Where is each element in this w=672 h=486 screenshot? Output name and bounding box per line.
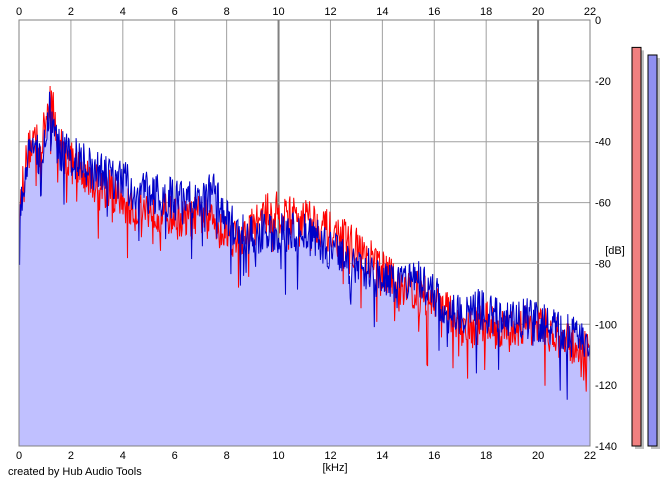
x-tick-label-top: 12 <box>324 6 336 18</box>
level-meters <box>631 46 660 450</box>
x-tick-label-bottom: 2 <box>68 450 74 462</box>
x-axis-label: [kHz] <box>322 462 347 474</box>
plot-border <box>18 19 591 447</box>
x-tick-label-bottom: 14 <box>376 450 388 462</box>
x-tick-label-top: 20 <box>532 6 544 18</box>
x-tick-label-top: 22 <box>584 6 596 18</box>
x-tick-label-top: 6 <box>172 6 178 18</box>
x-tick-label-top: 10 <box>272 6 284 18</box>
x-tick-label-bottom: 18 <box>480 450 492 462</box>
x-tick-label-bottom: 10 <box>272 450 284 462</box>
y-tick-label: -120 <box>595 380 617 392</box>
x-tick-label-top: 18 <box>480 6 492 18</box>
x-tick-label-bottom: 4 <box>120 450 126 462</box>
y-axis-label: [dB] <box>605 245 625 257</box>
x-tick-label-top: 8 <box>224 6 230 18</box>
x-tick-label-bottom: 16 <box>428 450 440 462</box>
spectrum-area <box>19 91 590 447</box>
meter-bar-left <box>631 46 642 447</box>
x-tick-label-top: 0 <box>16 6 22 18</box>
y-tick-label: -60 <box>595 198 611 210</box>
series-line-blue <box>18 91 591 400</box>
y-tick-label: -140 <box>595 441 617 453</box>
y-tick-label: -20 <box>595 76 611 88</box>
x-tick-label-top: 2 <box>68 6 74 18</box>
x-tick-label-top: 4 <box>120 6 126 18</box>
axes: 002244668810101212141416161818202022220-… <box>16 6 617 462</box>
x-tick-label-bottom: 22 <box>584 450 596 462</box>
x-tick-label-bottom: 6 <box>172 450 178 462</box>
credit-text: created by Hub Audio Tools <box>8 466 142 478</box>
meter-bar-right <box>647 54 658 447</box>
x-tick-label-bottom: 0 <box>16 450 22 462</box>
spectrum-lines <box>18 85 591 400</box>
x-tick-label-top: 16 <box>428 6 440 18</box>
spectrum-fill <box>19 91 590 447</box>
x-tick-label-bottom: 12 <box>324 450 336 462</box>
y-tick-label: 0 <box>595 15 601 27</box>
x-tick-label-bottom: 8 <box>224 450 230 462</box>
y-tick-label: -40 <box>595 137 611 149</box>
x-tick-label-bottom: 20 <box>532 450 544 462</box>
x-tick-label-top: 14 <box>376 6 388 18</box>
y-tick-label: -100 <box>595 319 617 331</box>
y-tick-label: -80 <box>595 258 611 270</box>
